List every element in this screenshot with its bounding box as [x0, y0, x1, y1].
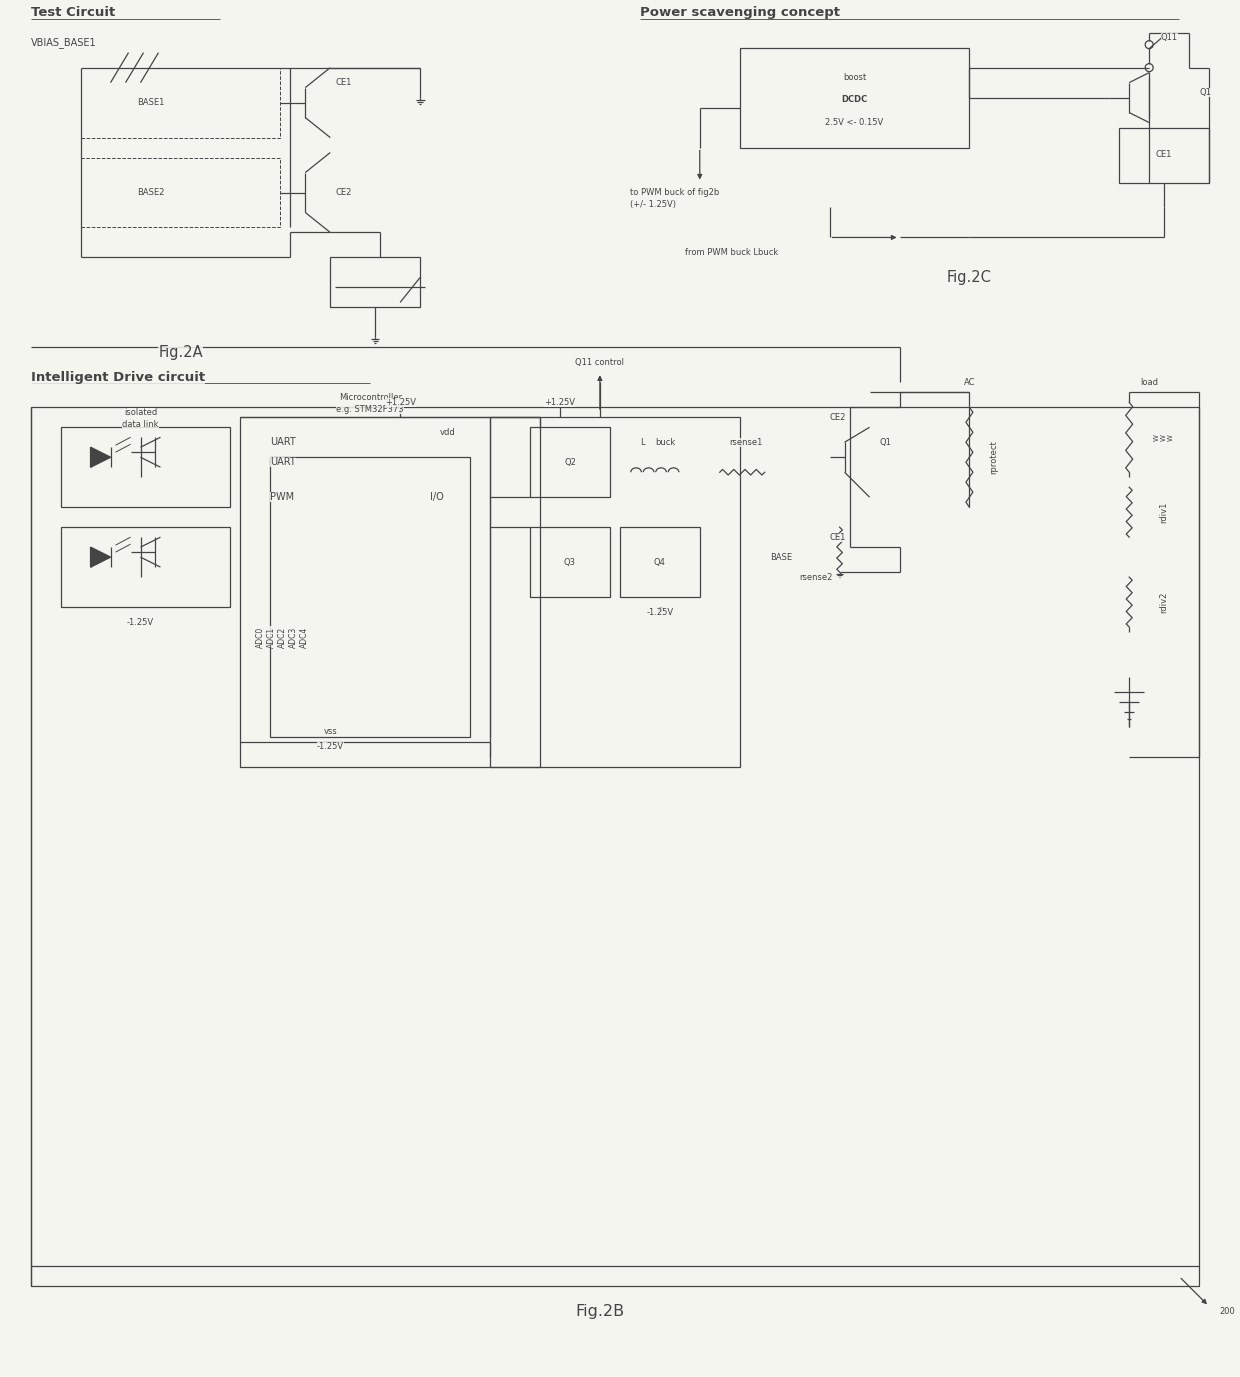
Bar [529, 527, 610, 598]
Text: load: load [1140, 377, 1158, 387]
Bar [330, 257, 420, 307]
Text: Q11: Q11 [1161, 33, 1178, 43]
Text: UART: UART [270, 457, 296, 467]
Bar [490, 417, 740, 767]
Text: ADC0: ADC0 [255, 627, 265, 647]
Bar [81, 67, 280, 138]
Text: ADC2: ADC2 [278, 627, 286, 647]
Text: Power scavenging concept: Power scavenging concept [640, 6, 839, 19]
Text: rdiv2: rdiv2 [1159, 591, 1168, 613]
Text: (+/- 1.25V): (+/- 1.25V) [630, 200, 676, 209]
Bar [529, 427, 610, 497]
Text: -1.25V: -1.25V [126, 617, 154, 627]
Text: buck: buck [655, 438, 675, 446]
Bar [31, 408, 1199, 1286]
Text: Q3: Q3 [564, 558, 575, 566]
Text: CE1: CE1 [830, 533, 846, 541]
Text: Q2: Q2 [564, 457, 575, 467]
Text: vss: vss [324, 727, 337, 737]
Bar [241, 417, 539, 767]
Text: Intelligent Drive circuit: Intelligent Drive circuit [31, 370, 205, 384]
Polygon shape [91, 448, 110, 467]
Text: Q1: Q1 [1199, 88, 1211, 98]
Text: e.g. STM32F373: e.g. STM32F373 [336, 405, 404, 413]
Text: Fig.2C: Fig.2C [947, 270, 992, 285]
Text: CE1: CE1 [1156, 150, 1172, 158]
Text: isolated: isolated [124, 408, 157, 417]
Text: 200: 200 [1219, 1307, 1235, 1316]
Text: DCDC: DCDC [842, 95, 868, 105]
Text: ADC4: ADC4 [300, 627, 309, 647]
Text: Test Circuit: Test Circuit [31, 6, 115, 19]
Bar [61, 427, 231, 507]
Bar [270, 457, 470, 737]
Text: to PWM buck of fig2b: to PWM buck of fig2b [630, 189, 719, 197]
Text: rdiv1: rdiv1 [1159, 501, 1168, 523]
Text: Q1: Q1 [879, 438, 892, 446]
Text: +1.25V: +1.25V [544, 398, 575, 406]
Text: Fig.2B: Fig.2B [575, 1304, 625, 1319]
Text: vdd: vdd [440, 428, 456, 437]
Text: BASE2: BASE2 [136, 189, 164, 197]
Text: -1.25V: -1.25V [316, 742, 343, 752]
Text: Q4: Q4 [653, 558, 666, 566]
Text: +1.25V: +1.25V [384, 398, 415, 406]
Text: BASE1: BASE1 [136, 98, 164, 107]
Text: I/O: I/O [430, 492, 444, 503]
Text: -1.25V: -1.25V [646, 607, 673, 617]
Text: from PWM buck Lbuck: from PWM buck Lbuck [684, 248, 777, 257]
Text: UART: UART [270, 438, 296, 448]
Bar [1120, 128, 1209, 183]
Polygon shape [91, 547, 110, 567]
Text: VBIAS_BASE1: VBIAS_BASE1 [31, 37, 97, 48]
Text: CE2: CE2 [830, 413, 846, 421]
Text: rsense2: rsense2 [800, 573, 833, 581]
Text: data link: data link [123, 420, 159, 428]
Text: W
W
W: W W W [1154, 434, 1174, 441]
Text: boost: boost [843, 73, 867, 83]
Text: ADC1: ADC1 [267, 627, 275, 647]
Text: Microcontroller: Microcontroller [339, 392, 402, 402]
Text: rprotect: rprotect [990, 441, 998, 474]
Text: 2.5V <- 0.15V: 2.5V <- 0.15V [826, 118, 884, 127]
Bar [81, 157, 280, 227]
Text: CE1: CE1 [335, 78, 352, 87]
Text: rsense1: rsense1 [729, 438, 763, 446]
Text: Fig.2A: Fig.2A [159, 344, 203, 359]
Text: AC: AC [963, 377, 975, 387]
Text: L: L [640, 438, 645, 446]
Text: Q11 control: Q11 control [575, 358, 625, 366]
Bar [620, 527, 699, 598]
Text: PWM: PWM [270, 492, 294, 503]
Bar [740, 48, 970, 147]
Text: ADC3: ADC3 [289, 627, 298, 647]
Text: BASE: BASE [770, 552, 792, 562]
Bar [61, 527, 231, 607]
Text: CE2: CE2 [335, 189, 352, 197]
